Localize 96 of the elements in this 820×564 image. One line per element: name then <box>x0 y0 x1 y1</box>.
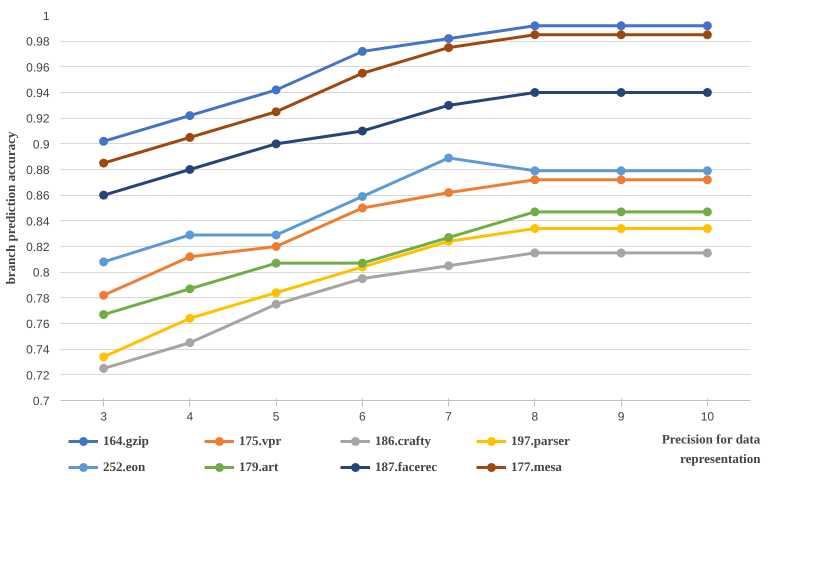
point <box>530 88 540 97</box>
point <box>99 158 108 168</box>
point <box>444 43 454 52</box>
point <box>358 274 367 284</box>
y-tick-label: 0.9 <box>32 137 50 152</box>
legend-label: 175.vpr <box>239 433 282 449</box>
point <box>185 314 194 323</box>
point <box>99 310 108 320</box>
point <box>185 338 194 348</box>
point <box>272 139 281 148</box>
point <box>185 284 194 294</box>
point <box>444 233 454 242</box>
y-tick-label: 0.98 <box>26 34 50 49</box>
point <box>444 153 454 162</box>
y-tick-label: 0.96 <box>26 60 50 74</box>
point <box>616 30 626 40</box>
x-tick-label: 6 <box>359 410 366 424</box>
y-tick-label: 0.94 <box>26 86 50 100</box>
point <box>272 85 281 94</box>
point <box>616 207 626 216</box>
y-tick-label: 1 <box>42 9 50 23</box>
point <box>99 290 108 300</box>
point <box>702 166 712 176</box>
point <box>616 88 626 97</box>
point <box>272 230 281 240</box>
point <box>702 21 712 30</box>
x-tick-label: 9 <box>618 410 625 424</box>
point <box>272 258 281 268</box>
x-tick-label: 4 <box>186 410 194 424</box>
x-tick-label: 5 <box>272 410 280 424</box>
point <box>702 175 712 184</box>
point <box>185 132 194 142</box>
y-tick-label: 0.8 <box>32 266 50 280</box>
legend-label: 186.crafty <box>375 433 432 449</box>
y-tick-label: 0.74 <box>26 342 50 357</box>
point <box>185 111 194 120</box>
point <box>616 224 626 234</box>
point <box>444 34 454 44</box>
legend-label: 252.eon <box>103 459 146 475</box>
y-tick-label: 0.86 <box>26 188 50 203</box>
legend-label: 177.mesa <box>511 459 563 475</box>
point <box>616 248 626 258</box>
point <box>185 230 194 240</box>
legend-label: 187.facerec <box>375 459 438 475</box>
point <box>358 126 367 136</box>
point <box>272 288 281 298</box>
point <box>702 207 712 216</box>
point <box>99 352 108 362</box>
x-tick-label: 7 <box>445 410 452 424</box>
y-tick-label: 0.92 <box>26 112 50 126</box>
x-axis-title: Precision for data representation <box>662 432 762 466</box>
y-tick-label: 0.72 <box>26 368 50 382</box>
point <box>702 30 712 40</box>
point <box>358 204 367 212</box>
point <box>185 165 194 174</box>
point <box>358 192 367 201</box>
point <box>616 166 626 176</box>
point <box>702 88 712 97</box>
point <box>530 207 540 216</box>
point <box>702 248 712 258</box>
point <box>530 175 540 184</box>
point <box>616 175 626 184</box>
point <box>530 21 540 30</box>
point <box>358 46 367 56</box>
y-tick-label: 0.76 <box>26 317 50 331</box>
point <box>530 166 540 176</box>
point <box>530 248 540 258</box>
point <box>444 100 454 110</box>
point <box>185 252 194 262</box>
point <box>358 68 367 78</box>
y-axis-title: branch prediction accuracy <box>3 131 18 284</box>
point <box>272 242 281 251</box>
point <box>99 364 108 373</box>
y-tick-label: 0.82 <box>26 240 50 254</box>
y-tick-label: 0.84 <box>26 214 50 228</box>
point <box>444 188 454 198</box>
y-tick-label: 0.88 <box>26 163 50 177</box>
point <box>444 261 454 270</box>
point <box>99 136 108 146</box>
legend-label: 179.art <box>239 459 280 475</box>
point <box>702 224 712 234</box>
point <box>530 30 540 40</box>
point <box>358 258 367 268</box>
point <box>272 300 281 309</box>
point <box>99 190 108 200</box>
point <box>616 21 626 30</box>
legend-label: 197.parser <box>511 433 571 449</box>
point <box>530 224 540 234</box>
x-tick-label: 10 <box>700 410 714 424</box>
y-tick-label: 0.78 <box>26 291 50 306</box>
x-tick-label: 3 <box>100 410 108 424</box>
x-tick-label: 8 <box>532 410 539 424</box>
y-tick-label: 0.7 <box>32 394 50 408</box>
point <box>99 257 108 266</box>
legend-label: 164.gzip <box>103 433 150 449</box>
point <box>272 107 281 116</box>
